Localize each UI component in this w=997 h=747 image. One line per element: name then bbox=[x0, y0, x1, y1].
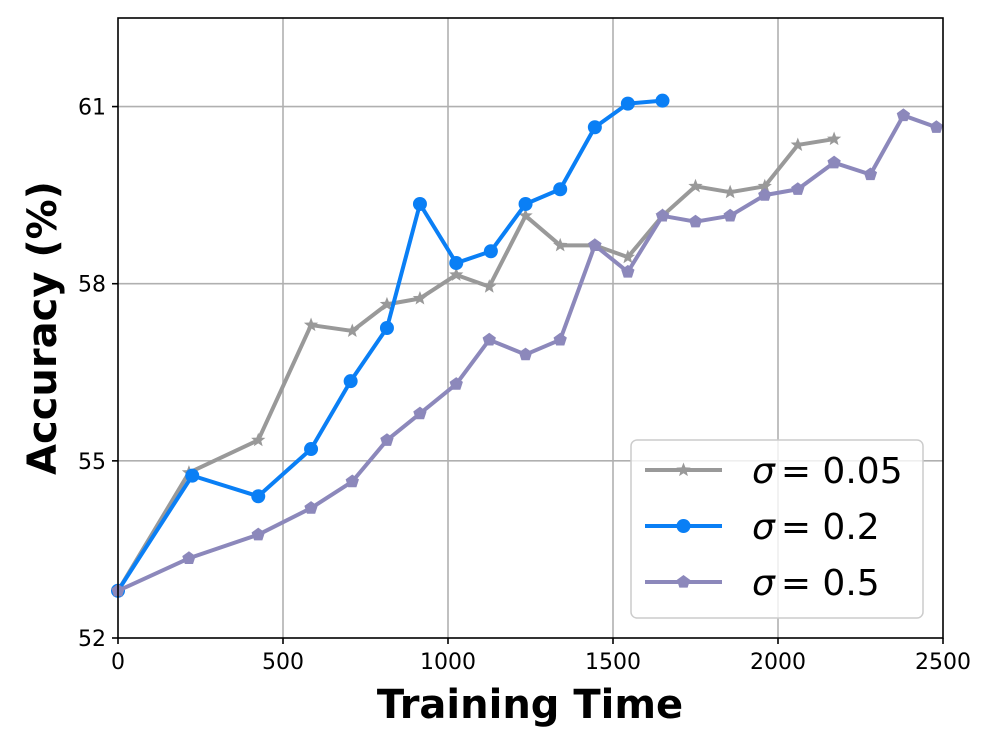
data-point bbox=[345, 474, 359, 488]
data-point bbox=[827, 155, 841, 169]
data-point bbox=[621, 264, 635, 278]
data-point bbox=[379, 321, 394, 335]
grid bbox=[118, 18, 943, 638]
legend-label: σ = 0.05 bbox=[752, 451, 903, 492]
data-point bbox=[655, 93, 670, 108]
data-point bbox=[412, 290, 428, 305]
data-point bbox=[863, 167, 878, 181]
legend-label: σ = 0.2 bbox=[752, 507, 880, 548]
data-point bbox=[182, 551, 196, 564]
data-point bbox=[482, 332, 496, 346]
x-tick-label: 0 bbox=[111, 650, 125, 675]
data-point bbox=[620, 96, 635, 111]
y-tick-label: 55 bbox=[78, 450, 106, 475]
y-tick-label: 52 bbox=[78, 627, 106, 652]
legend-item: σ = 0.5 bbox=[645, 563, 880, 604]
legend-label-symbol: σ bbox=[752, 563, 776, 604]
x-tick-label: 1500 bbox=[585, 650, 641, 675]
data-point bbox=[553, 332, 567, 346]
x-axis-title: Training Time bbox=[377, 682, 683, 728]
x-tick-label: 1000 bbox=[420, 650, 476, 675]
data-point bbox=[688, 214, 703, 228]
data-point bbox=[449, 267, 464, 281]
data-point bbox=[483, 244, 498, 259]
data-point bbox=[896, 108, 911, 122]
legend-box bbox=[630, 439, 924, 619]
data-point bbox=[482, 279, 497, 293]
legend-label-value: = 0.2 bbox=[781, 507, 880, 548]
data-point bbox=[518, 208, 533, 222]
y-tick-label: 58 bbox=[78, 273, 106, 298]
y-tick-label: 61 bbox=[78, 96, 106, 121]
series-layer bbox=[110, 93, 944, 598]
data-point bbox=[185, 468, 200, 483]
data-point bbox=[723, 208, 737, 222]
plot-frame bbox=[117, 17, 944, 639]
legend-label-symbol: σ bbox=[752, 451, 776, 492]
data-point bbox=[587, 120, 602, 135]
legend-swatch-marker bbox=[676, 519, 691, 533]
data-point bbox=[758, 188, 772, 201]
data-point bbox=[791, 182, 805, 195]
series-line bbox=[116, 113, 939, 593]
data-point bbox=[251, 527, 265, 541]
legend-swatch-marker bbox=[676, 462, 691, 477]
x-tick-label: 500 bbox=[262, 650, 304, 675]
x-tick-label: 2500 bbox=[915, 650, 971, 675]
data-point bbox=[304, 501, 318, 514]
data-point bbox=[553, 237, 568, 252]
legend-item: σ = 0.05 bbox=[645, 451, 903, 492]
legend-item: σ = 0.2 bbox=[645, 507, 880, 548]
data-point bbox=[303, 317, 319, 332]
x-tick-label: 2000 bbox=[750, 650, 806, 675]
data-point bbox=[553, 182, 568, 197]
axis-ticks: 0 500 1000 1500 2000 2500 52 55 58 61 bbox=[78, 96, 971, 675]
series-3 bbox=[111, 108, 944, 597]
data-point bbox=[929, 120, 944, 133]
legend-label: σ = 0.5 bbox=[752, 563, 880, 604]
data-point bbox=[655, 208, 670, 222]
data-point bbox=[723, 184, 738, 199]
data-point bbox=[826, 131, 842, 146]
legend-label-symbol: σ bbox=[752, 507, 776, 548]
data-point bbox=[251, 432, 266, 447]
data-point bbox=[345, 323, 360, 338]
data-point bbox=[790, 137, 805, 152]
legend: σ = 0.05σ = 0.2σ = 0.5 bbox=[630, 439, 924, 619]
data-point bbox=[449, 377, 463, 390]
data-point bbox=[757, 178, 772, 193]
data-point bbox=[343, 374, 358, 389]
data-point bbox=[620, 249, 635, 264]
data-point bbox=[251, 489, 266, 504]
series-line bbox=[116, 98, 665, 593]
y-axis-title: Accuracy (%) bbox=[20, 181, 66, 475]
data-point bbox=[413, 406, 427, 420]
data-point bbox=[688, 178, 703, 193]
data-point bbox=[588, 238, 602, 251]
data-point bbox=[449, 256, 464, 271]
data-point bbox=[518, 197, 533, 211]
data-point bbox=[412, 197, 427, 211]
data-point bbox=[304, 442, 319, 457]
series-2 bbox=[111, 93, 670, 598]
data-point bbox=[380, 433, 394, 446]
legend-label-value: = 0.5 bbox=[781, 563, 880, 604]
data-point bbox=[518, 347, 533, 361]
legend-label-value: = 0.05 bbox=[781, 451, 903, 492]
legend-swatch-marker bbox=[676, 575, 691, 588]
data-point bbox=[379, 296, 395, 311]
